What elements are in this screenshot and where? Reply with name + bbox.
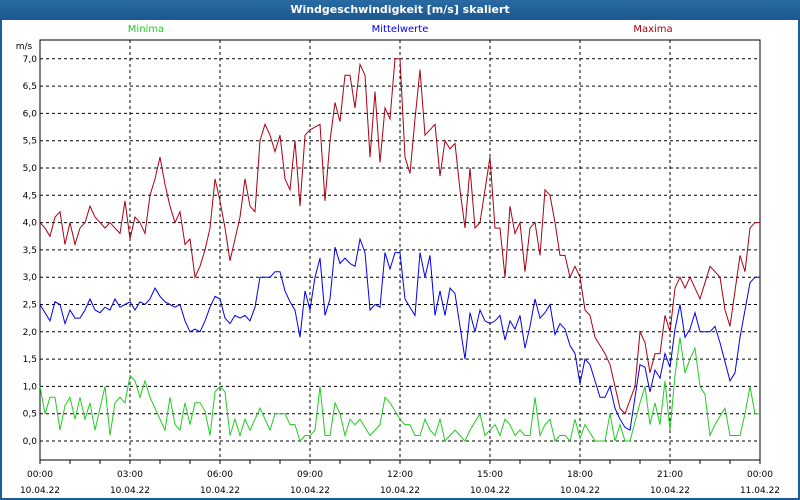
y-tick-label: 5,5 <box>23 137 37 147</box>
window-title: Windgeschwindigkeit [m/s] skaliert <box>0 0 800 20</box>
y-tick-label: 6,0 <box>23 109 38 119</box>
x-tick-time: 18:00 <box>567 470 593 480</box>
series-line-mittelwerte <box>39 237 760 431</box>
y-tick-label: 1,5 <box>23 355 37 365</box>
legend-maxima: Maxima <box>633 24 673 35</box>
window-frame-left <box>0 20 2 500</box>
x-tick-date: 11.04.22 <box>740 486 780 496</box>
x-tick-date: 10.04.22 <box>560 486 600 496</box>
x-tick-time: 06:00 <box>207 470 233 480</box>
x-tick-time: 00:00 <box>747 470 773 480</box>
x-tick-time: 03:00 <box>117 470 143 480</box>
x-tick-time: 12:00 <box>387 470 413 480</box>
legend-mittelwerte: Mittelwerte <box>371 24 429 35</box>
x-tick-date: 10.04.22 <box>20 486 60 496</box>
legend-minima: Minima <box>127 24 165 35</box>
y-tick-label: 6,5 <box>23 82 37 92</box>
y-tick-label: 4,5 <box>23 191 37 201</box>
window-frame-bottom <box>0 498 800 500</box>
x-tick-date: 10.04.22 <box>290 486 330 496</box>
y-tick-label: 4,0 <box>23 219 38 229</box>
y-tick-label: 2,0 <box>23 328 38 338</box>
y-tick-label: 2,5 <box>23 301 37 311</box>
x-tick-time: 21:00 <box>657 470 683 480</box>
y-tick-label: 0,0 <box>23 437 38 447</box>
y-tick-label: 0,5 <box>23 410 37 420</box>
y-tick-label: 5,0 <box>23 164 38 174</box>
x-tick-date: 10.04.22 <box>650 486 690 496</box>
y-axis-unit: m/s <box>16 42 33 52</box>
x-tick-date: 10.04.22 <box>380 486 420 496</box>
x-tick-date: 10.04.22 <box>470 486 510 496</box>
x-tick-time: 09:00 <box>297 470 323 480</box>
x-tick-time: 15:00 <box>477 470 503 480</box>
x-tick-date: 10.04.22 <box>200 486 240 496</box>
y-tick-label: 3,0 <box>23 273 38 283</box>
series-line-minima <box>39 337 760 443</box>
plot-frame <box>39 39 761 461</box>
y-tick-label: 1,0 <box>23 382 38 392</box>
x-tick-time: 00:00 <box>27 470 53 480</box>
y-tick-label: 7,0 <box>23 55 38 65</box>
y-tick-label: 3,5 <box>23 246 37 256</box>
window-frame-right <box>798 20 800 500</box>
series-line-maxima <box>39 58 760 415</box>
x-tick-date: 10.04.22 <box>110 486 150 496</box>
